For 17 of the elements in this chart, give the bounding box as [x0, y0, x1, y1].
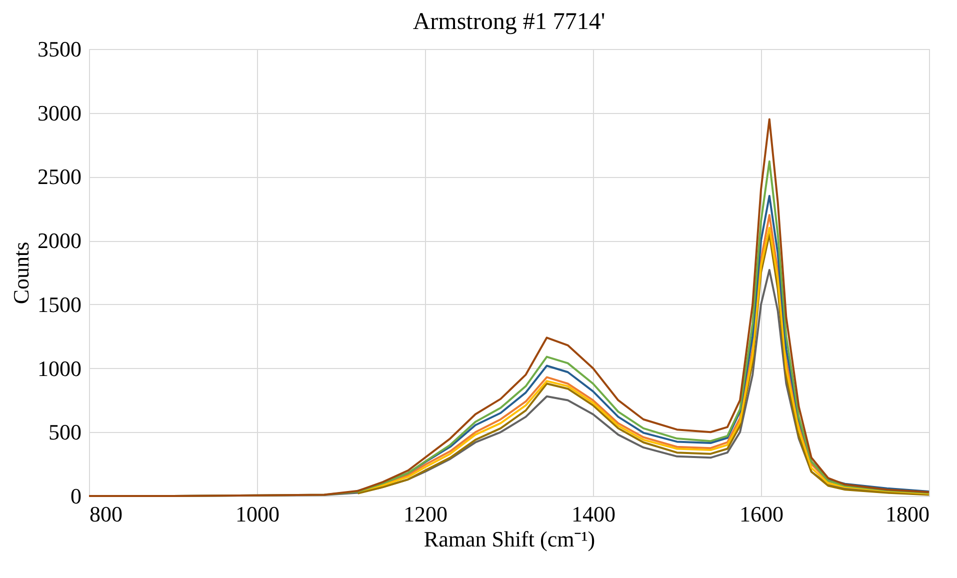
x-tick-label: 1600: [740, 502, 784, 526]
x-axis-title: Raman Shift (cm⁻¹): [424, 526, 596, 552]
x-tick-label: 1200: [404, 502, 448, 526]
y-tick-label: 3000: [38, 100, 82, 126]
y-tick-label: 0: [70, 484, 82, 508]
y-tick-label: 2000: [38, 228, 82, 254]
y-tick-label: 1000: [38, 356, 82, 381]
y-tick-label: 2500: [38, 164, 82, 190]
y-tick-label: 500: [48, 420, 82, 445]
y-tick-label: 3500: [38, 36, 82, 62]
y-axis-title: Counts: [8, 242, 34, 304]
y-tick-label: 1500: [38, 292, 82, 317]
x-tick-label: 800: [90, 502, 122, 526]
x-tick-label: 1000: [236, 502, 280, 526]
chart-title: Armstrong #1 7714': [412, 9, 606, 35]
x-tick-label: 1400: [572, 502, 616, 526]
x-tick-label: 1800: [886, 502, 930, 526]
